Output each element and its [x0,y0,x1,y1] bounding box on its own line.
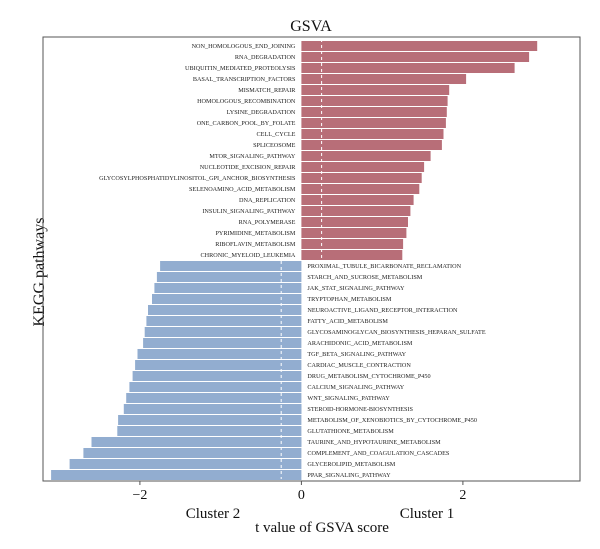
bar [91,437,302,447]
bar-label: CARDIAC_MUSCLE_CONTRACTION [307,362,411,369]
bar-label: SPLICEOSOME [253,142,296,149]
bar [301,52,530,62]
bar [301,63,515,73]
bar-label: UBIQUITIN_MEDIATED_PROTEOLYSIS [185,65,296,72]
bar [301,162,425,172]
x-axis-ticks: −2 0 2 [132,481,466,503]
bar-label: SELENOAMINO_ACID_METABOLISM [189,186,296,193]
bar [135,360,302,370]
bar [301,195,414,205]
cluster2-label: Cluster 2 [186,506,241,522]
bar [132,371,302,381]
bar [301,206,411,216]
bar [146,316,302,326]
x-tick-label: 0 [298,488,305,503]
bar-label: INSULIN_SIGNALING_PATHWAY [202,208,296,215]
bar-label: GLYCEROLIPID_METABOLISM [307,461,395,468]
x-axis-label: t value of GSVA score [255,520,389,536]
bar [143,338,302,348]
bar-label: CHRONIC_MYELOID_LEUKEMIA [201,252,296,259]
bar [152,294,302,304]
bar-label: BASAL_TRANSCRIPTION_FACTORS [193,76,296,83]
bar-label: PYRIMIDINE_METABOLISM [215,230,295,237]
bar-label: CELL_CYCLE [257,131,296,138]
bar [156,272,302,282]
bar [118,415,302,425]
chart-title: GSVA [290,18,332,35]
bar-label: HOMOLOGOUS_RECOMBINATION [197,98,296,105]
bar [301,228,407,238]
bar [137,349,302,359]
bar-label: ONE_CARBON_POOL_BY_FOLATE [197,120,296,127]
bar [117,426,302,436]
bar-label: TRYPTOPHAN_METABOLISM [307,296,391,303]
x-tick-label: 2 [459,488,466,503]
bar-label: MISMATCH_REPAIR [238,87,296,94]
bar [160,261,302,271]
bar [51,470,302,480]
bar [154,283,302,293]
cluster1-label: Cluster 1 [400,506,455,522]
bar-label: NUCLEOTIDE_EXCISION_REPAIR [200,164,297,171]
bar-label: WNT_SIGNALING_PATHWAY [307,395,390,402]
bar [69,459,302,469]
bar-label: DRUG_METABOLISM_CYTOCHROME_P450 [307,373,430,380]
bar-label: TAURINE_AND_HYPOTAURINE_METABOLISM [307,439,441,446]
bar-label: RNA_DEGRADATION [235,54,296,61]
bar [144,327,302,337]
bar-label: METABOLISM_OF_XENOBIOTICS_BY_CYTOCHROME_… [307,417,477,424]
bar [301,41,538,51]
bar [301,74,467,84]
bar [129,382,302,392]
bar-label: RNA_POLYMERASE [239,219,296,226]
y-axis-label: KEGG pathways [31,218,48,327]
bar-label: STARCH_AND_SUCROSE_METABOLISM [307,274,422,281]
bar [126,393,302,403]
bar-label: NEUROACTIVE_LIGAND_RECEPTOR_INTERACTION [307,307,458,314]
bar-label: GLYCOSYLPHOSPHATIDYLINOSITOL_GPI_ANCHOR_… [99,175,296,182]
bar [301,129,444,139]
bar [301,140,442,150]
bar [301,85,450,95]
bar-label: STEROID-HORMONE-BIOSYNTHESIS [307,406,413,413]
bar-labels-layer: NON_HOMOLOGOUS_END_JOINING RNA_DEGRADATIO… [99,43,486,479]
bar [123,404,302,414]
bar-label: FATTY_ACID_METABOLISM [307,318,388,325]
bar-label: NON_HOMOLOGOUS_END_JOINING [192,43,296,50]
bar [301,250,403,260]
bar [148,305,302,315]
bar-label: CALCIUM_SIGNALING_PATHWAY [307,384,404,391]
bar-label: GLYCOSAMINOGLYCAN_BIOSYNTHESIS_HEPARAN_S… [307,329,485,336]
plot-frame [42,36,581,482]
bar-label: LYSINE_DEGRADATION [227,109,296,116]
bar-label: PROXIMAL_TUBULE_BICARBONATE_RECLAMATION [307,263,461,270]
bar [301,184,420,194]
bar [301,239,404,249]
bar-label: MTOR_SIGNALING_PATHWAY [209,153,296,160]
bar-label: PPAR_SIGNALING_PATHWAY [307,472,391,479]
bar [301,217,408,227]
bar-label: COMPLEMENT_AND_COAGULATION_CASCADES [307,450,450,457]
bar-label: DNA_REPLICATION [239,197,296,204]
x-tick-label: −2 [132,488,147,503]
bar-label: ARACHIDONIC_ACID_METABOLISM [307,340,413,347]
bar-label: GLUTATHIONE_METABOLISM [307,428,394,435]
bar-label: TGF_BETA_SIGNALING_PATHWAY [307,351,406,358]
bar [83,448,302,458]
bar [301,151,431,161]
bars-layer [51,39,538,480]
bar-label: JAK_STAT_SIGNALING_PATHWAY [307,285,405,292]
bar [301,107,447,117]
bar [301,173,422,183]
bar [301,118,446,128]
bar-label: RIBOFLAVIN_METABOLISM [215,241,296,248]
bar [301,96,448,106]
